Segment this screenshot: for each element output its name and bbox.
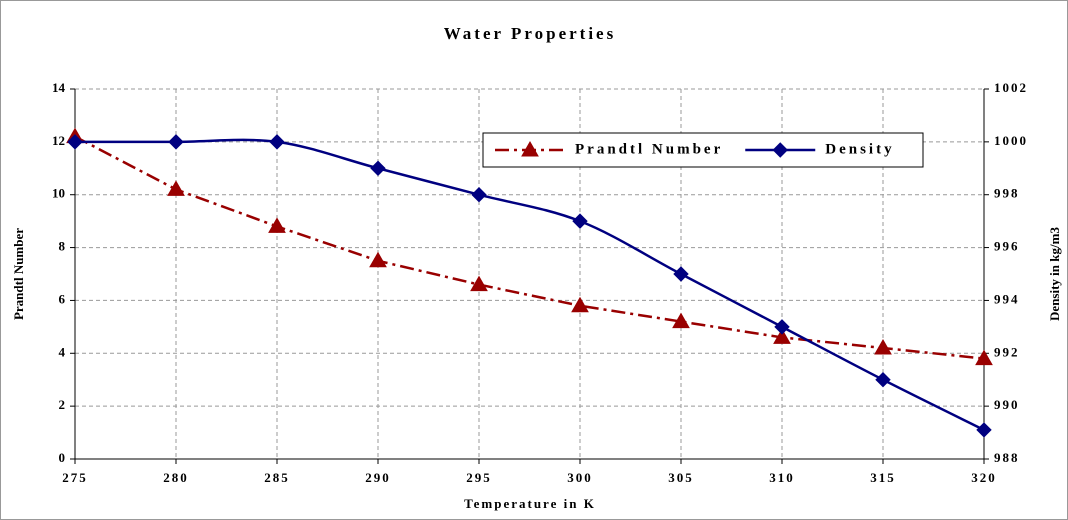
x-tick-label: 315 [870, 470, 896, 485]
y-tick-label: 4 [59, 344, 66, 359]
x-tick-label: 285 [264, 470, 290, 485]
data-point [471, 187, 487, 203]
data-point [571, 296, 589, 313]
y2-tick-label: 992 [994, 344, 1020, 359]
data-point [268, 217, 286, 233]
x-tick-label: 310 [769, 470, 795, 485]
x-tick-label: 320 [971, 470, 997, 485]
data-point [167, 180, 185, 196]
y2-tick-label: 998 [994, 186, 1020, 201]
y-tick-label: 2 [59, 397, 66, 412]
y2-tick-label: 996 [994, 239, 1020, 254]
x-tick-label: 280 [163, 470, 189, 485]
data-point [470, 275, 488, 292]
x-tick-label: 275 [62, 470, 88, 485]
data-point [975, 349, 993, 366]
data-point [773, 328, 791, 344]
data-point [875, 372, 891, 388]
data-point [976, 422, 992, 438]
y-tick-label: 6 [59, 291, 66, 306]
data-point [168, 134, 184, 150]
y2-tick-label: 988 [994, 450, 1020, 465]
y2-tick-label: 1000 [994, 133, 1028, 148]
y2-tick-label: 990 [994, 397, 1020, 412]
y-tick-label: 10 [52, 186, 65, 201]
x-tick-label: 305 [668, 470, 694, 485]
y-tick-label: 14 [52, 80, 66, 95]
data-point [673, 266, 689, 282]
legend-box [482, 132, 924, 168]
data-point [572, 213, 588, 229]
series-line [74, 138, 985, 432]
series-line [74, 135, 985, 360]
x-tick-label: 300 [567, 470, 593, 485]
y-tick-label: 0 [59, 450, 66, 465]
data-point [774, 319, 790, 335]
legend-marker [772, 142, 788, 158]
data-point [370, 160, 386, 176]
y-tick-label: 8 [59, 239, 66, 254]
data-point [672, 312, 690, 329]
x-axis-label: Temperature in K [464, 496, 596, 511]
data-point [369, 251, 387, 268]
legend-label: Prandtl Number [575, 141, 723, 157]
chart-title: Water Properties [444, 24, 616, 43]
y2-tick-label: 1002 [994, 80, 1028, 95]
x-tick-label: 290 [365, 470, 391, 485]
legend-label: Density [825, 141, 894, 157]
data-point [874, 338, 892, 355]
data-point [67, 134, 83, 150]
x-tick-label: 295 [466, 470, 492, 485]
y-tick-label: 12 [52, 133, 65, 148]
y-axis-label: Prandtl Number [11, 228, 26, 320]
legend-marker [521, 140, 539, 157]
y2-tick-label: 994 [994, 291, 1020, 306]
y2-axis-label: Density in kg/m3 [1047, 227, 1062, 321]
data-point [269, 134, 285, 150]
